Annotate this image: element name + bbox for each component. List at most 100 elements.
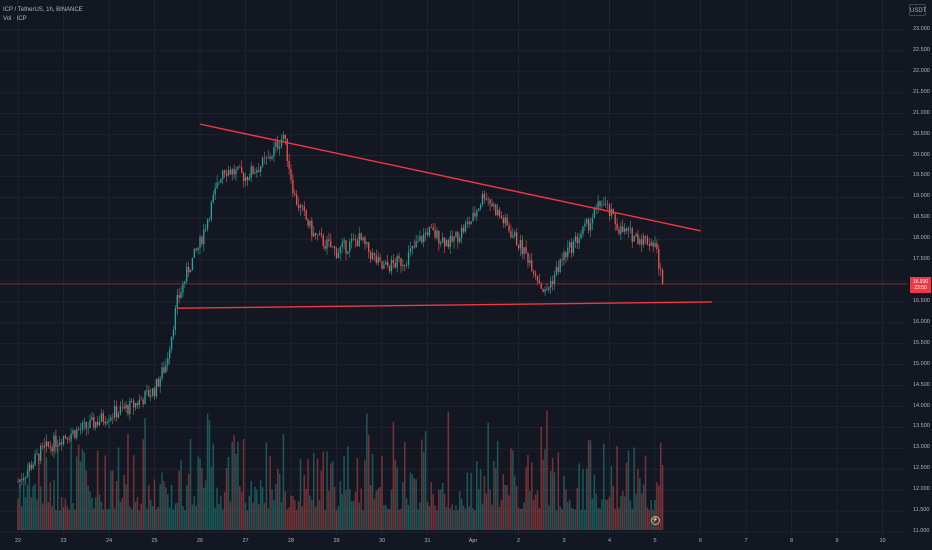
candle-body (605, 203, 607, 205)
volume-bar (468, 506, 470, 530)
candle-body (388, 266, 391, 272)
candle-body (648, 244, 650, 246)
candle-body (263, 157, 266, 159)
candle-body (608, 204, 611, 216)
price-tick-label: 20.000 (913, 151, 930, 158)
time-tick-label: 23 (60, 538, 67, 544)
volume-bar (189, 438, 192, 530)
time-tick-label: 8 (789, 538, 794, 544)
volume-bar (30, 497, 33, 530)
volume-bar (551, 457, 554, 530)
volume-bar (369, 484, 372, 530)
volume-bar (349, 488, 351, 530)
volume-bar (110, 470, 112, 530)
candle-body (487, 199, 489, 201)
volume-bar (527, 455, 529, 530)
volume-bar (610, 465, 613, 530)
candle-body (383, 264, 385, 269)
volume-bar (115, 481, 118, 530)
volume-bar (593, 474, 596, 530)
volume-bar (104, 455, 106, 530)
volume-bar (193, 496, 196, 530)
volume-bar (457, 510, 459, 530)
volume-bar (470, 472, 472, 530)
lower-trendline (177, 301, 712, 309)
volume-bar (271, 489, 273, 530)
volume-bar (201, 468, 203, 530)
volume-bar (476, 461, 478, 530)
volume-bar (529, 491, 531, 530)
volume-legend[interactable]: Vol · ICP (3, 16, 27, 22)
candle-body (523, 247, 525, 255)
volume-bar (481, 503, 484, 530)
volume-bar (280, 502, 283, 530)
volume-bar (639, 478, 641, 530)
volume-bar (148, 484, 150, 530)
volume-bar (68, 509, 70, 530)
candle-body (311, 220, 313, 237)
volume-bar (199, 458, 201, 530)
candle-body (339, 247, 341, 254)
candle-body (358, 233, 360, 247)
candle-body (165, 365, 167, 373)
candle-body (438, 230, 440, 244)
candle-body (419, 236, 421, 242)
volume-bar (606, 499, 609, 530)
time-tick-label: 4 (607, 538, 612, 544)
candle-body (476, 211, 478, 217)
time-tick-label: 22 (14, 538, 22, 544)
volume-bar (485, 493, 488, 530)
volume-bar (339, 481, 342, 530)
candle-body (351, 238, 353, 242)
time-tick-label: 25 (151, 538, 158, 544)
volume-bar (544, 449, 546, 530)
volume-bar (39, 486, 42, 530)
volume-bar (415, 479, 417, 530)
candle-body (531, 260, 533, 272)
volume-bar (267, 508, 270, 530)
candle-body (170, 336, 173, 350)
volume-bar (413, 478, 415, 530)
candle-body (428, 227, 431, 236)
volume-bar (561, 509, 563, 530)
volume-bar (419, 502, 421, 530)
volume-bar (521, 508, 524, 530)
volume-bar (218, 503, 220, 530)
candle-body (134, 403, 137, 408)
currency-badge[interactable]: USDT (909, 4, 926, 16)
volume-bar (83, 452, 86, 530)
symbol-legend[interactable]: ICP / TetherUS, 1h, BINANCE (3, 7, 83, 13)
candle-body (62, 435, 65, 445)
volume-bar (506, 485, 508, 530)
candle-body (496, 209, 499, 216)
volume-bar (335, 509, 338, 530)
volume-bar (28, 461, 31, 530)
candle-body (89, 419, 91, 428)
volume-bar (360, 488, 362, 530)
candle-body (347, 251, 349, 254)
volume-bar (337, 505, 340, 530)
time-tick-label: 9 (835, 538, 839, 544)
volume-bar (432, 494, 434, 530)
volume-bar (659, 442, 662, 530)
volume-bar (633, 447, 635, 530)
candle-body (559, 259, 561, 272)
volume-bar (618, 507, 620, 530)
candle-body (121, 406, 123, 408)
volume-bar (43, 437, 46, 530)
volume-bar (407, 505, 410, 530)
candle-body (533, 271, 535, 274)
candle-body (352, 238, 355, 240)
candle-body (633, 236, 635, 242)
candle-body (483, 194, 486, 199)
candle-body (191, 257, 194, 271)
volume-bar (178, 470, 180, 530)
lightning-icon[interactable]: ⚡ (651, 516, 660, 525)
candle-body (115, 406, 118, 418)
candle-body (629, 228, 632, 229)
candle-body (174, 308, 177, 330)
candle-body (305, 210, 307, 220)
volume-bar (326, 451, 328, 530)
candle-body (328, 239, 330, 242)
